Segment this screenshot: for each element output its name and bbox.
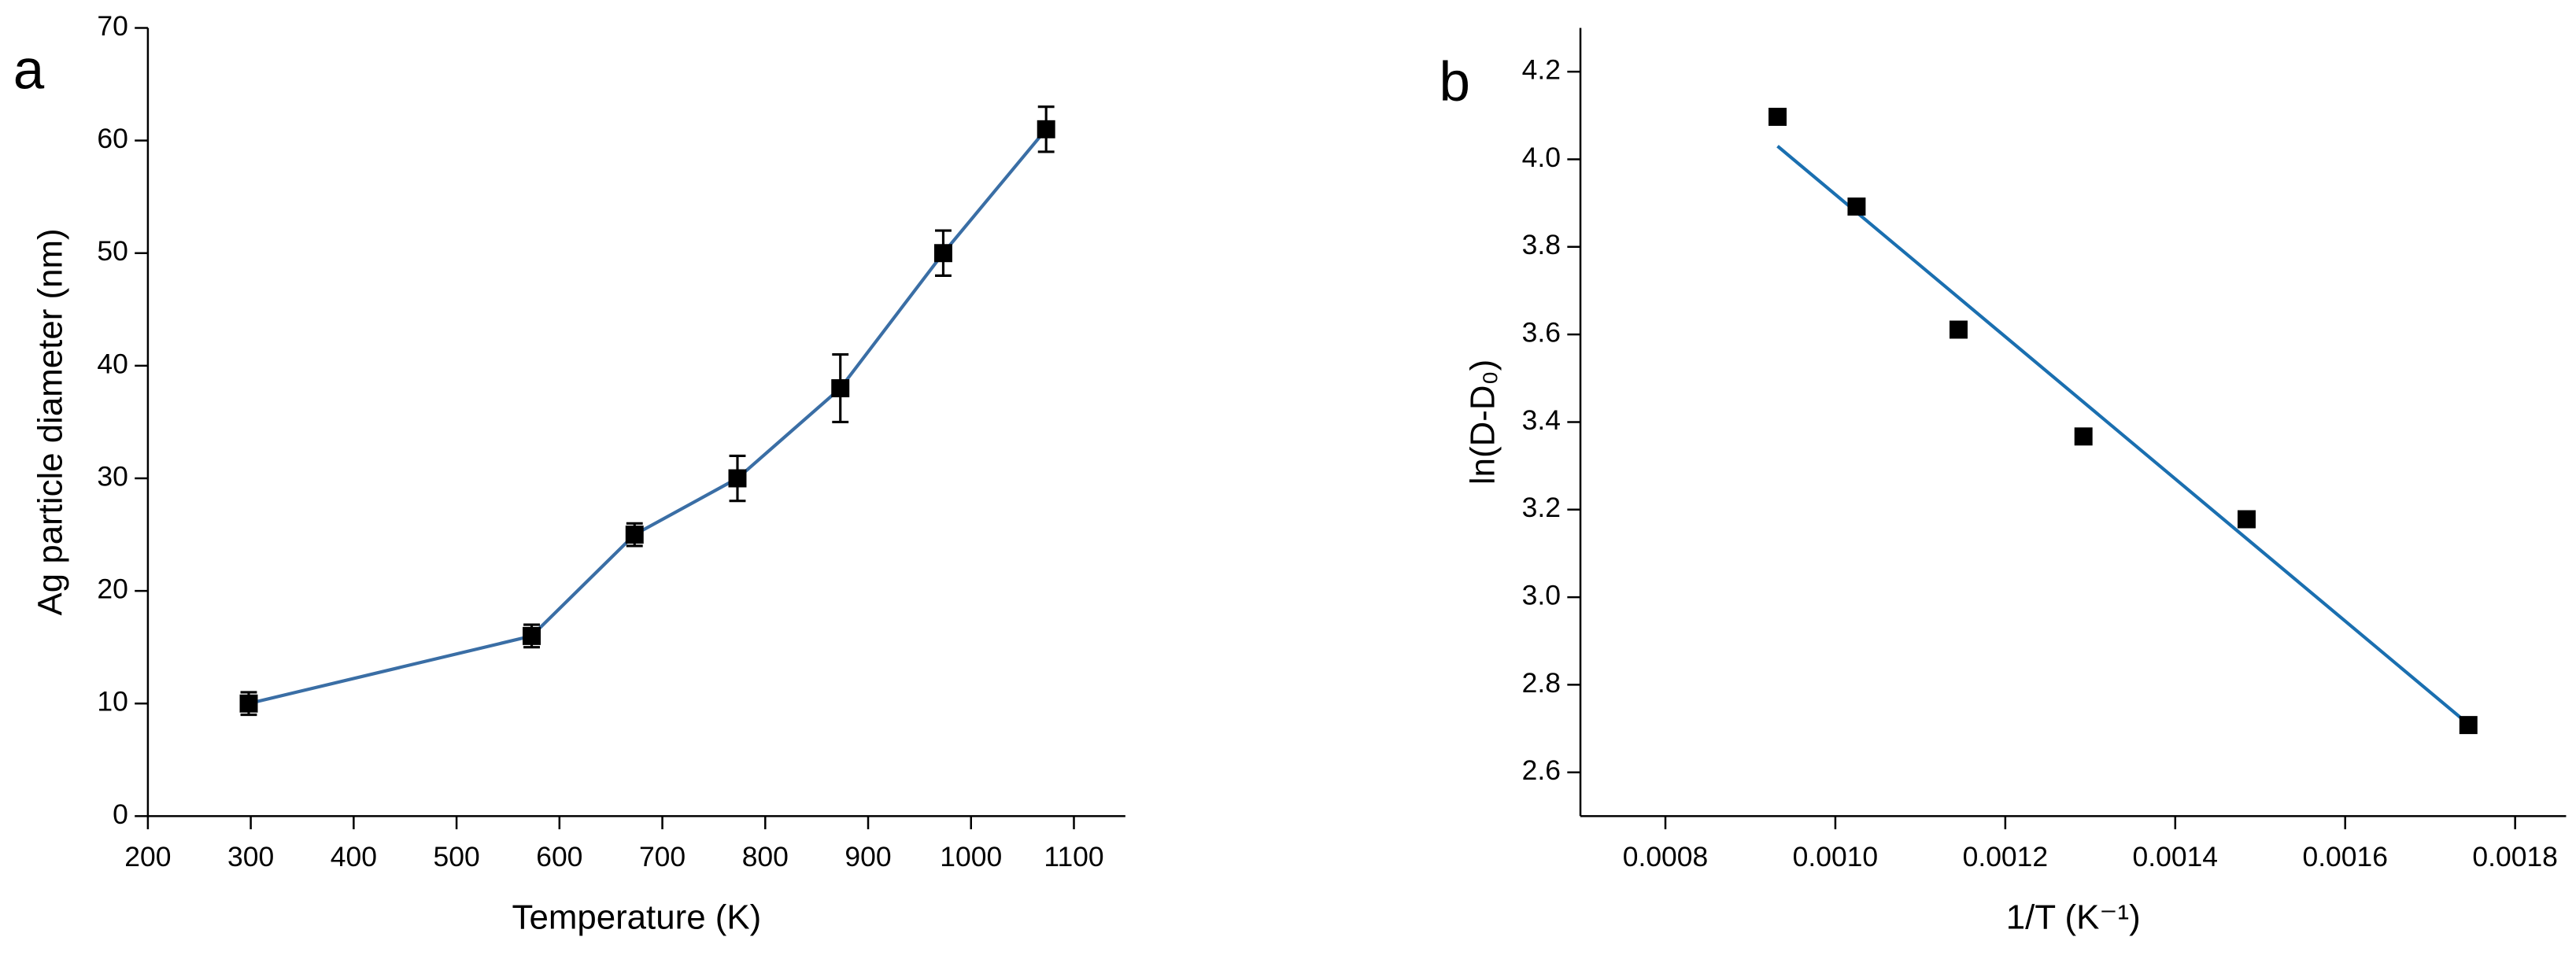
x-tick-label: 0.0018 [2472,841,2558,872]
marker [1847,197,1866,216]
panel-label: a [13,39,45,101]
marker [239,694,258,713]
x-tick-label: 300 [227,841,274,872]
y-tick-label: 10 [97,686,128,717]
x-tick-label: 1100 [1044,841,1103,872]
panel-label: b [1440,50,1470,112]
marker [1950,320,1968,339]
y-tick-label: 0 [113,799,128,830]
y-tick-label: 50 [97,235,128,267]
y-axis-label: Ag particle diameter (nm) [31,228,69,615]
marker [2238,510,2256,529]
y-tick-label: 60 [97,123,128,154]
marker [933,244,952,263]
marker [2074,427,2093,446]
x-tick-label: 0.0008 [1623,841,1709,872]
x-tick-label: 0.0012 [1963,841,2049,872]
y-tick-label: 4.2 [1522,54,1561,86]
fit-line [1776,145,2470,726]
y-tick-label: 2.6 [1522,754,1561,786]
x-tick-label: 700 [639,841,686,872]
marker [1037,120,1055,138]
x-tick-label: 0.0016 [2302,841,2388,872]
marker [523,626,541,645]
x-tick-label: 900 [844,841,891,872]
y-tick-label: 4.0 [1522,142,1561,173]
y-tick-label: 3.2 [1522,492,1561,523]
marker [2459,716,2478,735]
y-axis-label: ln(D-D₀) [1464,360,1502,485]
y-tick-label: 2.8 [1522,667,1561,699]
x-tick-label: 600 [536,841,582,872]
x-tick-label: 0.0014 [2133,841,2219,872]
line [248,127,1048,706]
marker [831,379,850,397]
y-tick-label: 3.0 [1522,579,1561,610]
x-tick-label: 400 [331,841,377,872]
y-tick-label: 40 [97,348,128,379]
marker [1768,107,1787,126]
x-tick-label: 800 [742,841,789,872]
y-tick-label: 30 [97,460,128,492]
x-tick-label: 0.0010 [1793,841,1879,872]
x-tick-label: 200 [124,841,171,872]
marker [625,526,644,544]
y-tick-label: 3.8 [1522,229,1561,260]
x-axis-label: Temperature (K) [512,898,762,936]
y-tick-label: 3.4 [1522,404,1561,436]
x-axis-label: 1/T (K⁻¹) [2006,898,2141,936]
y-tick-label: 3.6 [1522,316,1561,348]
x-tick-label: 1000 [940,841,1002,872]
y-tick-label: 20 [97,574,128,605]
x-tick-label: 500 [433,841,479,872]
y-tick-label: 70 [97,10,128,42]
marker [728,469,747,488]
